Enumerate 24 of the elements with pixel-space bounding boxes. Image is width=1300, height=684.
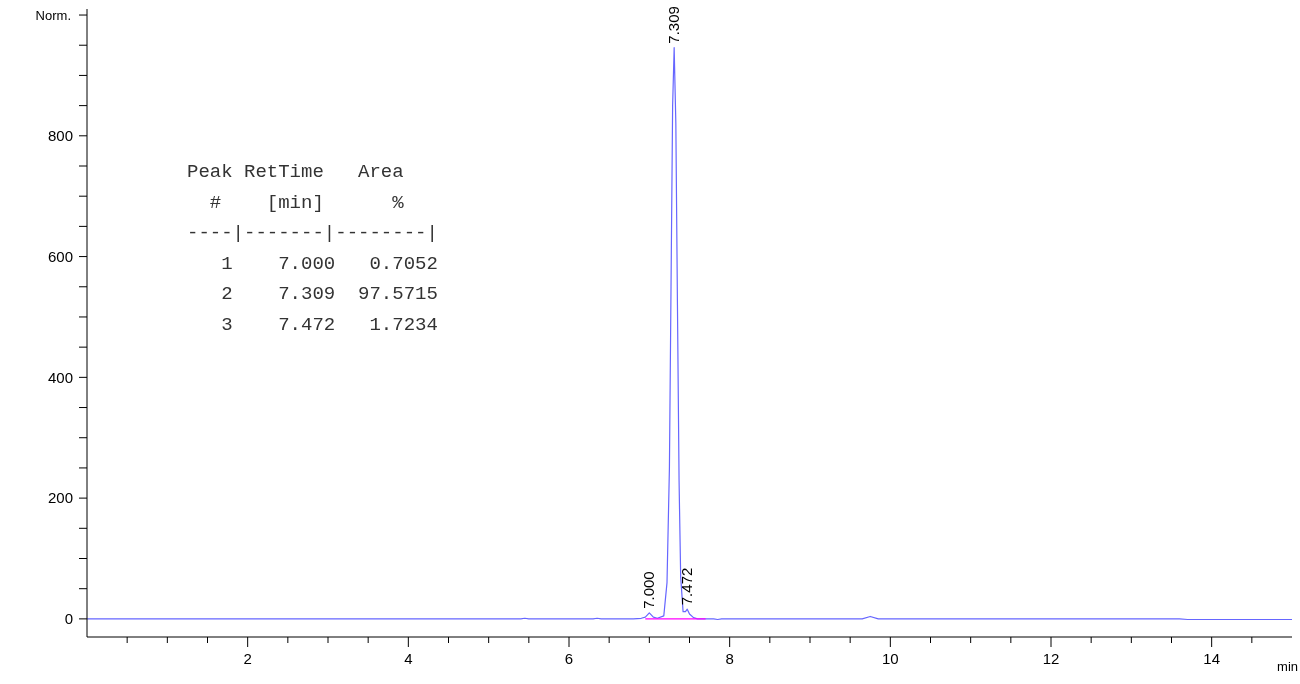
x-tick-label: 8 [725, 650, 734, 667]
x-tick-label: 2 [243, 650, 252, 667]
annotation: 7.472 [678, 567, 696, 606]
annotation: Peak RetTime Area [187, 161, 404, 183]
line-series [86, 47, 1293, 621]
x-tick-label: 4 [404, 650, 413, 667]
x-axis-title: min [1277, 659, 1298, 674]
annotation: ----|-------|--------| [187, 222, 438, 244]
y-tick-label: 200 [47, 489, 73, 507]
x-tick-label: 6 [564, 650, 574, 667]
annotation: 7.000 [640, 571, 658, 609]
x-tick-label: 10 [881, 650, 899, 667]
x-tick-label: 12 [1042, 650, 1060, 667]
y-tick-label: 0 [64, 610, 73, 628]
annotation: 1 7.000 0.7052 [187, 252, 438, 275]
annotation: 2 7.309 97.5715 [187, 283, 438, 305]
annotation: 7.309 [665, 6, 683, 44]
y-tick-label: 600 [47, 247, 73, 265]
annotation: # [min] % [187, 191, 405, 214]
y-axis-title: Norm. [35, 8, 71, 23]
x-tick-label: 14 [1203, 650, 1221, 667]
y-tick-label: 400 [47, 368, 73, 386]
annotation: 3 7.472 1.7234 [187, 313, 438, 336]
y-tick-label: 800 [47, 127, 73, 145]
